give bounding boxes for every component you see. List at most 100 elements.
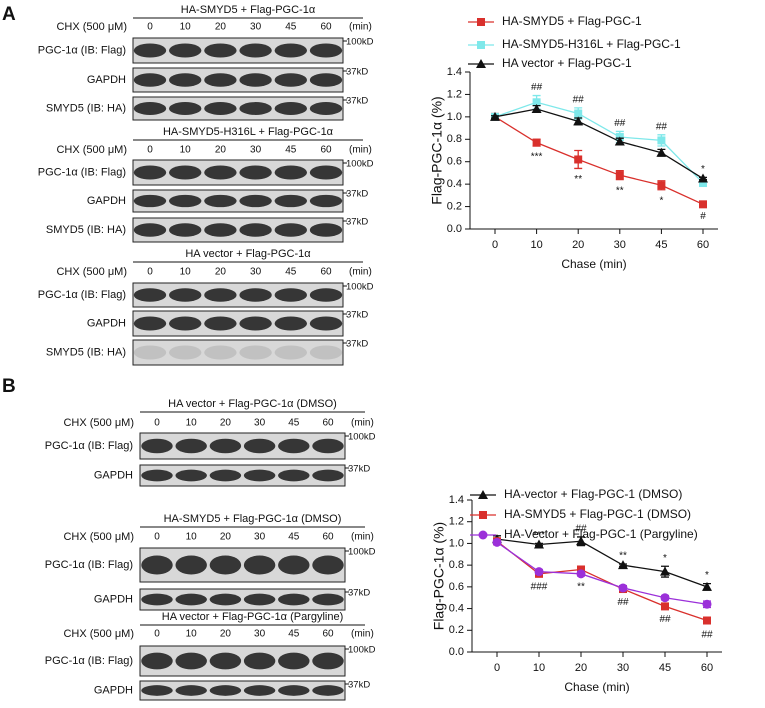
lane-label: 30 — [254, 532, 266, 543]
lane-label: 20 — [220, 532, 232, 543]
significance-above: * — [701, 164, 705, 175]
panel-letter: A — [2, 4, 16, 25]
band — [239, 73, 272, 87]
band — [274, 165, 307, 180]
data-point — [702, 581, 712, 591]
band — [204, 43, 237, 58]
blot-strip — [139, 547, 346, 583]
band — [274, 316, 307, 331]
band — [239, 288, 272, 302]
band — [133, 43, 167, 58]
data-point — [660, 566, 670, 576]
time-unit: (min) — [349, 145, 372, 156]
band — [209, 469, 242, 482]
lane-label: 30 — [250, 22, 262, 33]
legend-label: HA-vector + Flag-PGC-1 (DMSO) — [504, 487, 682, 501]
band — [204, 345, 237, 360]
data-point — [574, 155, 583, 164]
band — [239, 223, 272, 237]
data-point — [614, 136, 625, 146]
lane-label: 0 — [147, 145, 153, 156]
data-point — [661, 602, 669, 611]
blot-strip — [132, 217, 344, 243]
legend-label: HA-Vector + Flag-PGC-1 (Pargyline) — [504, 527, 698, 541]
significance-above: ## — [573, 95, 585, 106]
band — [204, 165, 237, 180]
band — [133, 165, 167, 180]
data-point — [574, 109, 583, 118]
band — [175, 685, 207, 696]
x-tick-label: 0 — [494, 662, 500, 674]
chx-label: CHX (500 μM) — [56, 21, 127, 33]
band — [274, 223, 307, 237]
time-unit: (min) — [351, 532, 374, 543]
band — [133, 288, 167, 302]
panel-letter: B — [2, 376, 16, 397]
legend-marker — [477, 41, 485, 49]
band — [309, 102, 343, 115]
size-marker: 37kD — [346, 96, 368, 107]
lane-label: 10 — [186, 532, 198, 543]
data-point — [656, 147, 667, 157]
blot-strip — [132, 67, 344, 93]
series-line — [494, 116, 704, 205]
x-tick-label: 60 — [701, 662, 713, 674]
band — [312, 652, 344, 670]
band — [312, 685, 344, 696]
row-label: GAPDH — [94, 684, 133, 696]
band — [169, 165, 202, 180]
lane-label: 30 — [250, 145, 262, 156]
significance-below: *** — [531, 152, 543, 163]
significance-below: ### — [531, 582, 548, 593]
row-label: PGC-1α (IB: Flag) — [38, 44, 126, 56]
band — [309, 43, 343, 58]
band — [309, 194, 343, 208]
blot-title: HA vector + Flag-PGC-1α — [185, 248, 311, 260]
band — [169, 288, 202, 302]
band — [312, 555, 344, 575]
lane-label: 0 — [147, 22, 153, 33]
lane-label: 60 — [322, 418, 334, 429]
band — [243, 438, 276, 454]
band — [309, 316, 343, 331]
band — [141, 652, 173, 670]
data-point — [699, 200, 707, 209]
y-tick-label: 1.0 — [447, 111, 462, 123]
y-axis-label: Flag-PGC-1α (%) — [431, 522, 447, 630]
row-label: SMYD5 (IB: HA) — [46, 346, 126, 358]
row-label: PGC-1α (IB: Flag) — [45, 559, 133, 571]
y-tick-label: 1.4 — [449, 494, 464, 506]
lane-label: 20 — [220, 418, 232, 429]
chx-label: CHX (500 μM) — [56, 144, 127, 156]
y-tick-label: 1.0 — [449, 537, 464, 549]
series-line — [496, 538, 708, 588]
significance-below: ** — [574, 174, 582, 185]
row-label: SMYD5 (IB: HA) — [46, 224, 126, 236]
size-marker: 37kD — [348, 464, 370, 475]
lane-label: 0 — [147, 267, 153, 278]
size-marker: 100kD — [346, 282, 374, 293]
lane-label: 10 — [180, 267, 192, 278]
blot-strip — [132, 339, 344, 366]
x-tick-label: 0 — [492, 239, 498, 251]
size-marker: 100kD — [348, 547, 376, 558]
time-unit: (min) — [351, 629, 374, 640]
lane-label: 10 — [186, 629, 198, 640]
series-line — [496, 540, 708, 622]
blot-strip — [132, 159, 344, 186]
y-tick-label: 0.8 — [447, 133, 462, 145]
blot-title: HA-SMYD5-H316L + Flag-PGC-1α — [163, 126, 334, 138]
size-marker: 37kD — [346, 310, 368, 321]
row-label: PGC-1α (IB: Flag) — [45, 440, 133, 452]
lane-label: 45 — [285, 145, 297, 156]
band — [169, 73, 202, 87]
band — [309, 165, 343, 180]
significance-above: * — [705, 570, 709, 581]
band — [175, 438, 207, 454]
chx-label: CHX (500 μM) — [63, 417, 134, 429]
band — [204, 223, 237, 237]
legend-marker — [476, 59, 486, 68]
data-point — [698, 173, 708, 183]
band — [209, 652, 242, 670]
band — [175, 469, 207, 482]
